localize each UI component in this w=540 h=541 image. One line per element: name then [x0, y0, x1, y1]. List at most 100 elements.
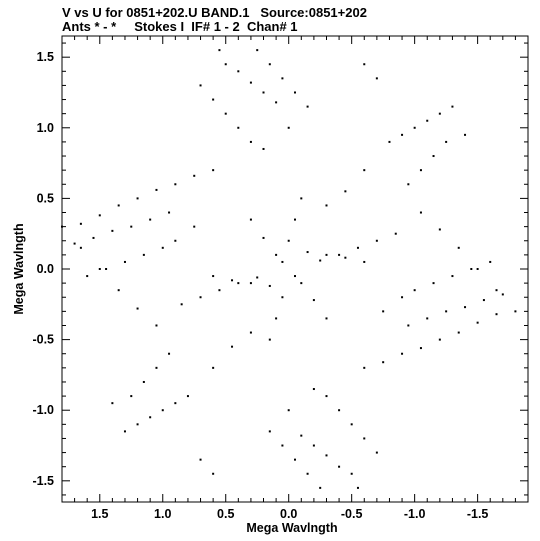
uv-point	[306, 251, 309, 254]
uv-point	[262, 147, 265, 150]
uv-point	[501, 293, 504, 296]
uv-point	[262, 91, 265, 94]
uv-point	[287, 239, 290, 242]
x-tick-label: 0.5	[217, 507, 234, 521]
uv-point	[212, 366, 215, 369]
uv-point	[249, 282, 252, 285]
uv-point	[281, 77, 284, 80]
uv-point	[155, 324, 158, 327]
uv-point	[237, 282, 240, 285]
chart-subtitle: Ants * - * Stokes I IF# 1 - 2 Chan# 1	[62, 19, 298, 34]
uv-point	[186, 395, 189, 398]
uv-point	[212, 472, 215, 475]
uv-point	[237, 70, 240, 73]
uv-point	[79, 222, 82, 225]
uv-point	[174, 239, 177, 242]
uv-point	[356, 486, 359, 489]
uv-point	[312, 388, 315, 391]
uv-point	[73, 242, 76, 245]
uv-point	[300, 434, 303, 437]
x-tick-label: 1.5	[91, 507, 108, 521]
uv-point	[193, 174, 196, 177]
uv-point	[476, 321, 479, 324]
uv-point	[476, 268, 479, 270]
uv-point	[281, 260, 284, 263]
uv-point	[300, 197, 303, 200]
uv-point	[130, 395, 133, 398]
uv-point	[237, 126, 240, 129]
uv-point	[495, 289, 498, 292]
uv-point	[268, 430, 271, 433]
uv-point	[149, 218, 152, 221]
uv-point	[111, 402, 114, 405]
uv-point	[363, 260, 366, 263]
plot-frame	[61, 35, 529, 503]
uv-point	[193, 225, 196, 228]
uv-point	[275, 317, 278, 320]
uv-point	[111, 229, 114, 232]
uv-point	[319, 259, 322, 262]
uv-point	[419, 211, 422, 214]
uv-point	[249, 140, 252, 143]
uv-point	[105, 268, 108, 270]
uv-point	[356, 246, 359, 249]
uv-point	[142, 253, 145, 256]
uv-point	[514, 310, 517, 313]
uv-point	[130, 225, 133, 228]
x-tick-label: 0.0	[280, 507, 297, 521]
uv-point	[457, 331, 460, 334]
uv-point	[325, 454, 328, 457]
uv-point	[268, 338, 271, 341]
uv-point	[256, 276, 259, 279]
uv-point	[419, 169, 422, 172]
x-tick-label: -0.5	[341, 507, 363, 521]
uv-point	[375, 239, 378, 242]
uv-point	[419, 347, 422, 350]
uv-point	[407, 183, 410, 186]
uv-point	[142, 380, 145, 383]
uv-point	[445, 140, 448, 143]
uv-point	[401, 352, 404, 355]
uv-point	[231, 279, 234, 282]
uv-point	[199, 296, 202, 299]
data-points	[61, 49, 517, 489]
uv-point	[294, 218, 296, 221]
uv-point	[300, 282, 303, 285]
uv-point	[363, 169, 366, 172]
uv-point	[136, 307, 139, 310]
uv-point	[350, 423, 353, 426]
uv-point	[325, 204, 328, 207]
uv-point	[98, 268, 101, 270]
uv-point	[199, 458, 202, 461]
y-tick-label: -1.5	[32, 474, 54, 488]
uv-point	[212, 169, 215, 172]
x-tick-label: 1.0	[154, 507, 171, 521]
x-tick-label: -1.5	[467, 507, 489, 521]
uv-point	[464, 306, 467, 309]
uv-point	[174, 183, 177, 186]
uv-point	[224, 112, 227, 115]
uv-point	[61, 225, 63, 228]
uv-point	[338, 465, 341, 468]
y-tick-label: -0.5	[32, 333, 54, 347]
uv-point	[199, 84, 202, 87]
uv-point	[445, 310, 448, 313]
uv-point	[218, 289, 221, 292]
uv-point	[407, 324, 410, 327]
uv-point	[136, 197, 139, 200]
uv-point	[117, 289, 120, 292]
y-tick-label: -1.0	[32, 403, 54, 417]
uv-point	[249, 218, 252, 221]
uv-point	[249, 81, 252, 84]
uv-point	[275, 101, 278, 104]
uv-point	[231, 345, 234, 348]
uv-point	[168, 211, 171, 214]
uv-point	[218, 49, 221, 52]
uv-point	[438, 112, 441, 115]
uv-point	[161, 409, 164, 412]
axis-ticks: 1.5 1.0 0.5 0.0 -0.5 -1.0 -1.5 1.5 1.0 0.5 0.0 -0.5…	[32, 36, 528, 521]
uv-point	[363, 63, 366, 66]
x-axis-title: Mega Wavlngth	[246, 521, 337, 535]
uv-point	[168, 352, 171, 355]
